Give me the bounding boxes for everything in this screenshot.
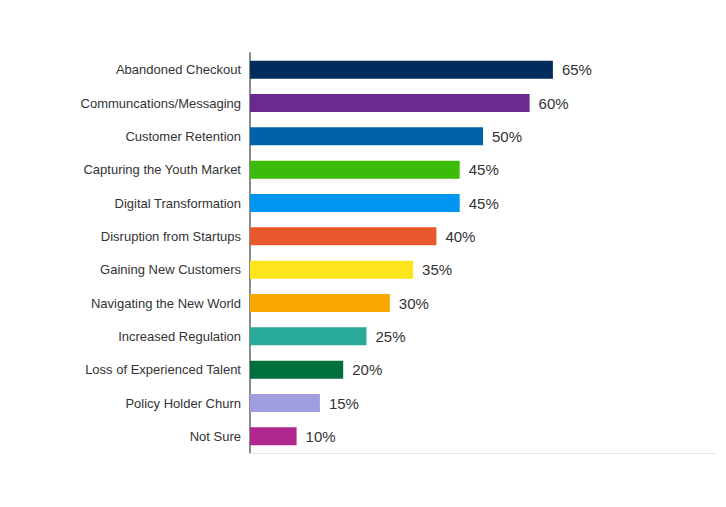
svg-text:40%: 40%: [445, 228, 475, 245]
svg-text:Gaining New Customers: Gaining New Customers: [100, 262, 241, 277]
svg-text:10%: 10%: [306, 428, 336, 445]
svg-text:Abandoned Checkout: Abandoned Checkout: [116, 62, 241, 77]
svg-text:15%: 15%: [329, 395, 359, 412]
svg-text:Customer Retention: Customer Retention: [125, 129, 241, 144]
svg-text:20%: 20%: [352, 361, 382, 378]
svg-text:Increased Regulation: Increased Regulation: [118, 329, 241, 344]
svg-text:60%: 60%: [539, 95, 569, 112]
svg-text:Disruption from Startups: Disruption from Startups: [101, 229, 242, 244]
svg-text:35%: 35%: [422, 261, 452, 278]
svg-text:45%: 45%: [469, 195, 499, 212]
svg-text:65%: 65%: [562, 61, 592, 78]
svg-text:Loss of Experienced Talent: Loss of Experienced Talent: [85, 362, 241, 377]
svg-text:Not Sure: Not Sure: [190, 429, 241, 444]
svg-text:30%: 30%: [399, 295, 429, 312]
svg-text:Capturing the Youth Market: Capturing the Youth Market: [83, 162, 241, 177]
svg-text:25%: 25%: [376, 328, 406, 345]
svg-text:Digital Transformation: Digital Transformation: [115, 196, 241, 211]
svg-text:Navigating the New World: Navigating the New World: [91, 296, 241, 311]
svg-text:50%: 50%: [492, 128, 522, 145]
svg-text:45%: 45%: [469, 161, 499, 178]
svg-text:Policy Holder Churn: Policy Holder Churn: [125, 396, 241, 411]
svg-text:Communcations/Messaging: Communcations/Messaging: [81, 96, 241, 111]
